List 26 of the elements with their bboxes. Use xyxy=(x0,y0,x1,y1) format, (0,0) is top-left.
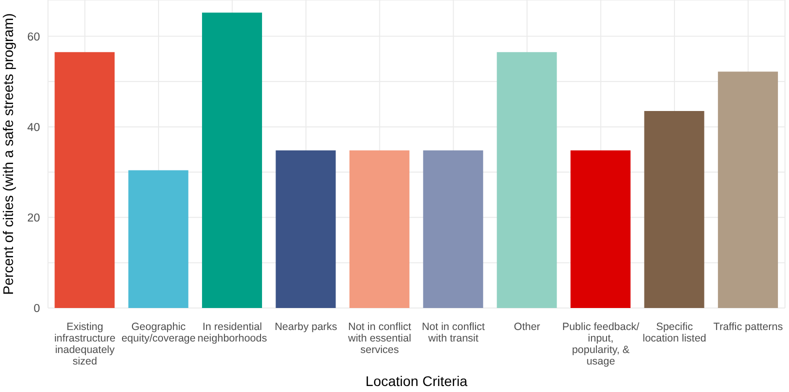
y-tick-label: 20 xyxy=(27,212,40,224)
bar xyxy=(718,72,778,308)
x-tick-label: Specific location listed xyxy=(642,321,706,344)
x-tick-label: Not in conflict with essential services xyxy=(347,321,412,356)
x-tick-label: Other xyxy=(514,321,541,333)
bar xyxy=(644,110,704,308)
x-tick-label: Traffic patterns xyxy=(713,321,783,333)
bar xyxy=(202,12,262,308)
x-tick-label: Not in conflict with transit xyxy=(422,321,485,344)
y-tick-label: 60 xyxy=(27,31,40,44)
x-tick-label: Public feedback/ input, popularity, & usage xyxy=(562,321,640,368)
bar xyxy=(423,150,484,308)
y-tick-label: 40 xyxy=(27,122,40,134)
x-tick-label: Geographic equity/coverage xyxy=(121,321,196,344)
x-axis-title: Location Criteria xyxy=(366,373,468,389)
bar xyxy=(54,52,115,308)
bar xyxy=(496,52,557,308)
x-tick-label: Nearby parks xyxy=(274,321,338,333)
y-axis-title: Percent of cities (with a safe streets program) xyxy=(0,13,16,295)
x-tick-label: Existing infrastructure inadequately sized xyxy=(54,321,116,368)
bar xyxy=(570,150,631,308)
bar xyxy=(128,170,188,308)
y-tick-label: 0 xyxy=(34,303,40,316)
x-tick-label: In residential neighborhoods xyxy=(198,321,267,344)
bar xyxy=(349,150,410,308)
bar xyxy=(276,150,336,308)
